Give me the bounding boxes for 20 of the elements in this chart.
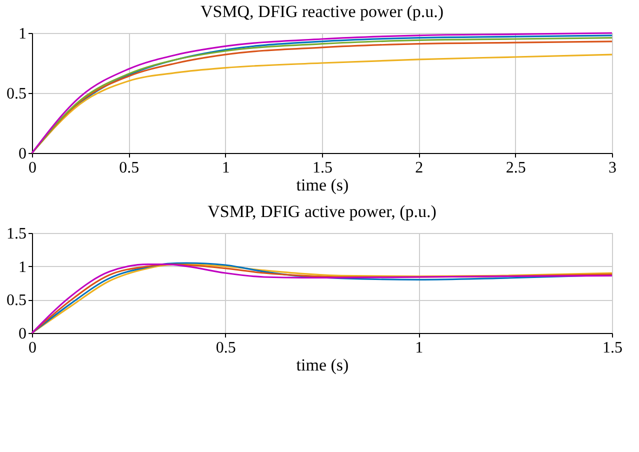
x-axis-title: time (s) bbox=[296, 356, 349, 374]
x-tick-label: 2 bbox=[415, 160, 424, 176]
y-tick-label: 1 bbox=[18, 26, 26, 42]
y-tick-label: 0 bbox=[18, 326, 26, 342]
x-tick-label: 0.5 bbox=[216, 340, 236, 356]
y-tick-label: 0 bbox=[18, 146, 26, 162]
x-tick-label: 1.5 bbox=[602, 340, 622, 356]
y-tick-label: 1 bbox=[18, 258, 26, 276]
x-tick-label: 3 bbox=[608, 160, 616, 176]
chart-title: VSMQ, DFIG reactive power (p.u.) bbox=[200, 2, 444, 21]
y-tick-label: 0.5 bbox=[6, 292, 26, 310]
y-tick-label: 0.5 bbox=[6, 86, 26, 102]
x-tick-label: 1.5 bbox=[312, 160, 332, 176]
y-tick-label: 1.5 bbox=[6, 226, 26, 242]
x-tick-label: 2.5 bbox=[506, 160, 526, 176]
chart-title: VSMP, DFIG active power, (p.u.) bbox=[208, 202, 436, 221]
x-tick-label: 1 bbox=[415, 340, 424, 356]
x-tick-label: 1 bbox=[222, 160, 230, 176]
x-tick-label: 0.5 bbox=[119, 160, 140, 176]
x-axis-title: time (s) bbox=[296, 176, 349, 194]
